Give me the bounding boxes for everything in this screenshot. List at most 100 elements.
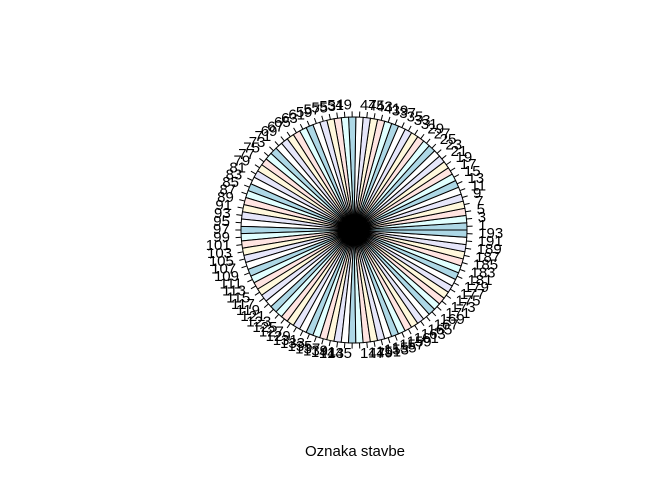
slice-label: 135 (288, 338, 313, 355)
slice-label: 113 (222, 283, 246, 300)
slice-label-tick (436, 149, 442, 154)
slice-label: 73 (249, 134, 266, 151)
slice-label: 125 (252, 319, 277, 336)
slice-label: 161 (414, 330, 439, 347)
slice-label: 85 (222, 174, 239, 191)
slice-label-tick (387, 116, 391, 123)
slice-label: 9 (473, 185, 481, 202)
slice-label-tick (453, 174, 460, 178)
slice-label: 181 (467, 272, 492, 289)
slice-label: 151 (376, 343, 401, 360)
slice-label: 51 (327, 97, 344, 114)
slice-label: 83 (226, 167, 243, 184)
slice-label: 37 (399, 105, 416, 122)
slice-label: 145 (327, 345, 352, 362)
slice-label-tick (466, 240, 473, 243)
slice-label-tick (426, 316, 431, 322)
slice-label: 35 (407, 108, 424, 125)
slice-label: 81 (229, 159, 246, 176)
slice-label-tick (269, 308, 274, 314)
slice-label-tick (236, 244, 243, 246)
slice-label: 93 (214, 205, 231, 222)
slice-label: 107 (211, 261, 236, 278)
slice-label-tick (236, 214, 243, 216)
x-axis-label: Oznaka stavbe (305, 443, 405, 460)
slice-label: 49 (335, 97, 352, 114)
slice-label: 165 (427, 321, 452, 338)
slice-label: 29 (427, 121, 444, 138)
slice-label-tick (426, 138, 431, 144)
slice-label: 163 (421, 326, 446, 343)
slice-label-tick (420, 133, 425, 140)
slice-label-tick (459, 268, 466, 272)
slice-label: 187 (475, 249, 500, 266)
slice-label: 7 (475, 193, 483, 210)
slice-label: 47 (360, 97, 377, 114)
slice-label-tick (313, 336, 317, 343)
slice-label-tick (321, 338, 324, 345)
slice-label-tick (313, 117, 317, 124)
slice-label-tick (456, 275, 463, 279)
slice-label: 19 (456, 149, 473, 166)
slice-label: 99 (213, 229, 230, 246)
slice-label: 193 (478, 225, 503, 242)
slice-label-tick (259, 297, 265, 302)
slice-label: 183 (470, 264, 495, 281)
slice-label: 91 (215, 197, 232, 214)
slice-label: 33 (414, 112, 431, 129)
slice-label: 11 (470, 178, 486, 195)
slice-label-tick (462, 261, 468, 265)
slice-label: 177 (460, 286, 485, 303)
slice-label: 173 (451, 299, 476, 316)
slice-label: 71 (255, 128, 272, 145)
slice-label-tick (241, 265, 248, 269)
slice-label-tick (366, 112, 368, 118)
slice-label-tick (387, 337, 391, 344)
slice-label: 109 (214, 268, 239, 285)
slice-label-tick (394, 119, 398, 125)
slice-label-tick (293, 127, 297, 134)
slice-label-tick (237, 206, 244, 209)
slice-label: 87 (219, 181, 236, 198)
slice-label-tick (394, 335, 398, 341)
pie-slice (353, 229, 468, 238)
slice-label: 175 (456, 293, 481, 310)
slice-label: 169 (440, 311, 465, 328)
slice-label-tick (450, 288, 456, 293)
slice-label: 137 (295, 341, 320, 358)
slice-label-tick (431, 311, 437, 317)
slice-label-tick (373, 113, 376, 119)
slice-label: 89 (217, 189, 234, 206)
slice-label-tick (299, 330, 304, 337)
slice-label: 105 (209, 253, 234, 270)
slice-label-tick (366, 342, 368, 348)
slice-label: 117 (231, 296, 255, 313)
slice-label: 97 (213, 221, 230, 238)
slice-label: 131 (273, 332, 298, 349)
slice-label: 149 (368, 344, 393, 361)
slice-label-tick (441, 300, 447, 306)
slice-label: 3 (478, 209, 486, 226)
slice-label-tick (280, 318, 285, 324)
pie-labels: 1357911131517192123252729313335373941434… (206, 97, 504, 363)
slice-label: 59 (296, 104, 313, 121)
slice-label: 171 (445, 305, 470, 322)
slice-label-tick (321, 115, 324, 122)
slice-label: 191 (478, 233, 503, 250)
slice-label: 23 (445, 137, 462, 154)
slice-label-tick (336, 112, 339, 119)
slice-label: 103 (207, 245, 232, 262)
slice-label: 111 (219, 275, 242, 292)
slice-label-tick (401, 332, 405, 338)
slice-label-tick (466, 217, 473, 220)
slice-label: 27 (434, 126, 451, 143)
slice-label: 129 (266, 328, 291, 345)
slice-label-tick (373, 341, 376, 347)
slice-label: 155 (392, 339, 417, 356)
slice-label-tick (328, 340, 331, 347)
slice-label: 61 (288, 107, 305, 124)
slice-label-tick (380, 339, 384, 346)
slice-label-tick (450, 167, 456, 172)
slice-label-tick (237, 251, 244, 254)
slice-label: 13 (467, 170, 484, 187)
